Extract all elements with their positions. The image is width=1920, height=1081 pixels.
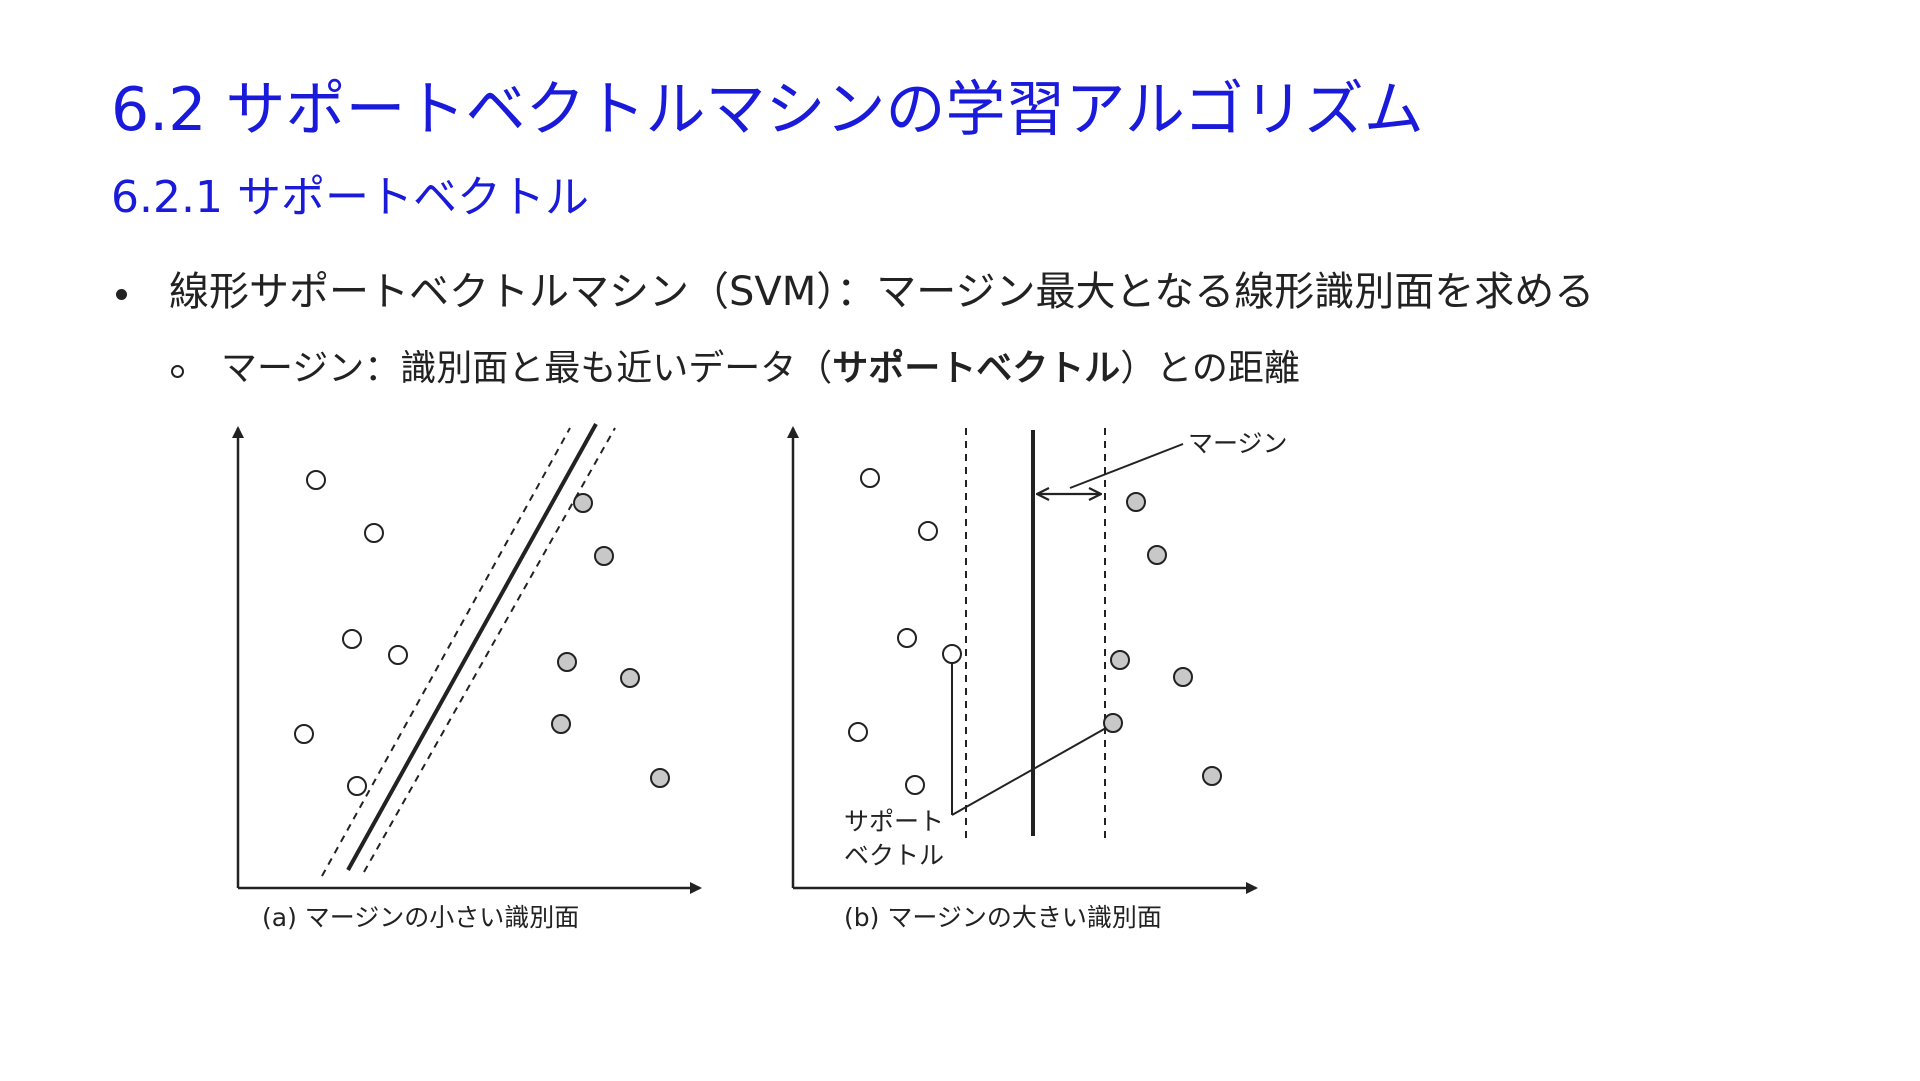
panel-a-class2-point bbox=[573, 493, 593, 513]
panel-a-class2-point bbox=[650, 768, 670, 788]
bullet-item-margin: マージン：識別面と最も近いデータ（サポートベクトル）との距離 bbox=[171, 343, 1300, 395]
panel-b-class1-point bbox=[860, 468, 880, 488]
margin-label-leader bbox=[1069, 443, 1184, 489]
bullet-text-margin: マージン：識別面と最も近いデータ（サポートベクトル）との距離 bbox=[221, 348, 1300, 389]
bullet-text-svm: 線形サポートベクトルマシン（SVM）：マージン最大となる線形識別面を求める bbox=[169, 269, 1595, 315]
margin-label: マージン bbox=[1188, 429, 1288, 458]
panel-a-class1-point bbox=[306, 470, 326, 490]
panel-a-class1-point bbox=[294, 724, 314, 744]
panel-b-class1-point bbox=[897, 628, 917, 648]
panel-a-margin-line-left bbox=[321, 427, 571, 877]
bullet-dot-icon bbox=[116, 289, 127, 300]
panel-b-class2-point bbox=[1202, 766, 1222, 786]
panel-a-class1-point bbox=[364, 523, 384, 543]
panel-b-class2-point bbox=[1147, 545, 1167, 565]
panel-a-class1-point bbox=[347, 776, 367, 796]
panel-a-class2-point bbox=[557, 652, 577, 672]
panel-a-caption: (a) マージンの小さい識別面 bbox=[262, 903, 579, 932]
panel-b: マージン サポート ベクトル (b) マージンの大きい識別面 bbox=[787, 426, 1288, 932]
margin-definition-prefix: マージン：識別面と最も近いデータ（ bbox=[221, 348, 833, 389]
panel-a-class2-point bbox=[551, 714, 571, 734]
panel-a-decision-boundary bbox=[346, 423, 598, 871]
margin-definition-suffix: ）との距離 bbox=[1120, 348, 1300, 389]
panel-a-class1-point bbox=[342, 629, 362, 649]
page-title: 6.2 サポートベクトルマシンの学習アルゴリズム bbox=[111, 75, 1424, 145]
panel-b-class2-point bbox=[1126, 492, 1146, 512]
panel-b-class1-point bbox=[918, 521, 938, 541]
bullet-ring-icon bbox=[171, 365, 184, 378]
section-subtitle: 6.2.1 サポートベクトル bbox=[111, 172, 589, 223]
bullet-item-svm: 線形サポートベクトルマシン（SVM）：マージン最大となる線形識別面を求める bbox=[116, 264, 1594, 320]
panel-b-class2-point bbox=[1110, 650, 1130, 670]
panel-a-class1-point bbox=[388, 645, 408, 665]
support-vector-term: サポートベクトル bbox=[832, 348, 1121, 389]
panel-b-support-vector-point bbox=[1103, 713, 1123, 733]
support-vector-label-line1: サポート bbox=[844, 807, 944, 836]
panel-b-class1-point bbox=[848, 722, 868, 742]
panel-b-class2-point bbox=[1173, 667, 1193, 687]
support-vector-leader-right bbox=[951, 727, 1107, 816]
panel-a-class2-point bbox=[594, 546, 614, 566]
panel-b-caption: (b) マージンの大きい識別面 bbox=[844, 903, 1162, 932]
panel-a-class2-point bbox=[620, 668, 640, 688]
panel-b-class1-point bbox=[905, 775, 925, 795]
panel-a: (a) マージンの小さい識別面 bbox=[232, 423, 702, 932]
panel-b-support-vector-point bbox=[942, 644, 962, 664]
support-vector-label-line2: ベクトル bbox=[844, 841, 944, 870]
